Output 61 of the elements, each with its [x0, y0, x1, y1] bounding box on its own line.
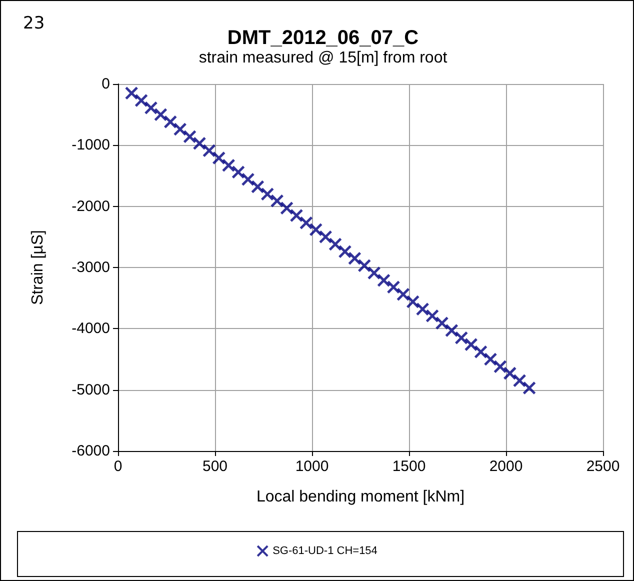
- y-axis-title: Strain [µS]: [30, 230, 46, 306]
- point: [396, 288, 410, 302]
- x-tick-label: 500: [202, 458, 228, 475]
- point: [522, 381, 536, 395]
- x-tick-label: 1500: [392, 458, 426, 475]
- y-tick-label: 0: [102, 76, 110, 92]
- point: [503, 366, 517, 380]
- point: [124, 86, 138, 100]
- point: [377, 274, 391, 288]
- point: [426, 309, 440, 323]
- point: [493, 360, 507, 374]
- x-tick-label: 1000: [295, 458, 329, 475]
- y-tick-label: -3000: [72, 259, 110, 276]
- point: [290, 208, 304, 222]
- point: [348, 252, 362, 266]
- point: [241, 172, 255, 186]
- point: [212, 151, 226, 165]
- point: [202, 144, 216, 158]
- point: [173, 122, 187, 136]
- point: [512, 374, 526, 388]
- x-tick-label: 2000: [489, 458, 523, 475]
- point: [435, 316, 449, 330]
- chart-subtitle: strain measured @ 15[m] from root: [198, 50, 448, 66]
- y-tick-label: -2000: [72, 198, 110, 215]
- point: [338, 244, 352, 258]
- point: [386, 280, 400, 294]
- point: [144, 101, 158, 115]
- point: [454, 331, 468, 345]
- point: [406, 295, 420, 309]
- point: [309, 222, 323, 236]
- x-tick-label: 0: [114, 458, 122, 475]
- point: [416, 302, 430, 316]
- point: [474, 345, 488, 359]
- legend-label: SG-61-UD-1 CH=154: [272, 545, 378, 557]
- y-tick-label: -5000: [72, 381, 110, 398]
- point: [444, 324, 458, 338]
- text: 23: [23, 14, 45, 34]
- point: [358, 258, 372, 272]
- y-tick-label: -4000: [72, 320, 110, 338]
- y-tick-label: -6000: [72, 442, 110, 460]
- chart-title: DMT_2012_06_07_C: [227, 27, 419, 49]
- point: [318, 230, 332, 244]
- point: [222, 158, 236, 172]
- point: [464, 338, 478, 352]
- point: [367, 266, 381, 280]
- point: [299, 216, 313, 230]
- point: [154, 108, 168, 122]
- point: [250, 180, 264, 194]
- y-tick-label: -1000: [72, 136, 110, 154]
- point: [280, 201, 294, 215]
- point: [134, 94, 148, 108]
- point: [183, 130, 197, 144]
- x-axis-title: Local bending moment [kNm]: [256, 488, 465, 506]
- point: [260, 187, 274, 201]
- point: [232, 165, 246, 179]
- point: [328, 238, 342, 252]
- point: [484, 352, 498, 366]
- x-tick-label: 2500: [586, 458, 620, 475]
- point: [164, 115, 178, 129]
- point: [192, 136, 206, 150]
- point: [270, 194, 284, 208]
